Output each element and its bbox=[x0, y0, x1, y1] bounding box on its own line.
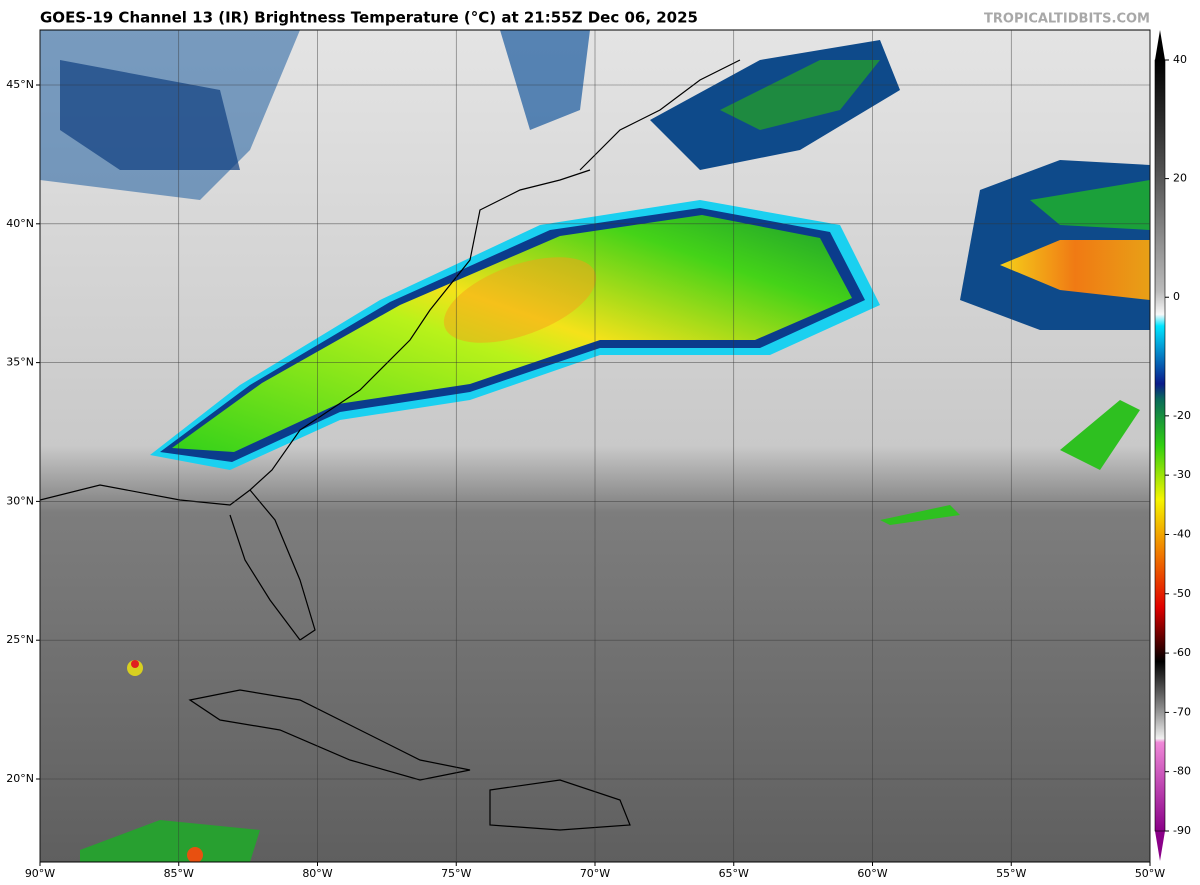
lon-label: 60°W bbox=[857, 867, 887, 880]
colorbar-label: -90 bbox=[1173, 824, 1191, 837]
lon-label: 80°W bbox=[302, 867, 332, 880]
lat-label: 20°N bbox=[6, 772, 34, 785]
colorbar-label: -20 bbox=[1173, 409, 1191, 422]
colorbar-label: -60 bbox=[1173, 646, 1191, 659]
credit: TROPICALTIDBITS.COM bbox=[984, 12, 1150, 27]
colorbar-label: 20 bbox=[1173, 172, 1187, 185]
lon-label: 85°W bbox=[164, 867, 194, 880]
lat-label: 25°N bbox=[6, 633, 34, 646]
colorbar-label: -70 bbox=[1173, 705, 1191, 718]
colorbar-label: -80 bbox=[1173, 765, 1191, 778]
colorbar-label: -40 bbox=[1173, 527, 1191, 540]
lat-label: 30°N bbox=[6, 494, 34, 507]
colorbar-label: -50 bbox=[1173, 587, 1191, 600]
lon-label: 50°W bbox=[1135, 867, 1165, 880]
lat-label: 35°N bbox=[6, 356, 34, 369]
title: GOES-19 Channel 13 (IR) Brightness Tempe… bbox=[40, 9, 698, 27]
lon-label: 90°W bbox=[25, 867, 55, 880]
lat-label: 45°N bbox=[6, 78, 34, 91]
lon-label: 75°W bbox=[441, 867, 471, 880]
colorbar-label: -30 bbox=[1173, 468, 1191, 481]
colorbar-label: 40 bbox=[1173, 53, 1187, 66]
lon-label: 65°W bbox=[719, 867, 749, 880]
lat-label: 40°N bbox=[6, 217, 34, 230]
colorbar-label: 0 bbox=[1173, 290, 1180, 303]
lon-label: 55°W bbox=[996, 867, 1026, 880]
colorbar bbox=[1154, 30, 1166, 861]
lon-label: 70°W bbox=[580, 867, 610, 880]
